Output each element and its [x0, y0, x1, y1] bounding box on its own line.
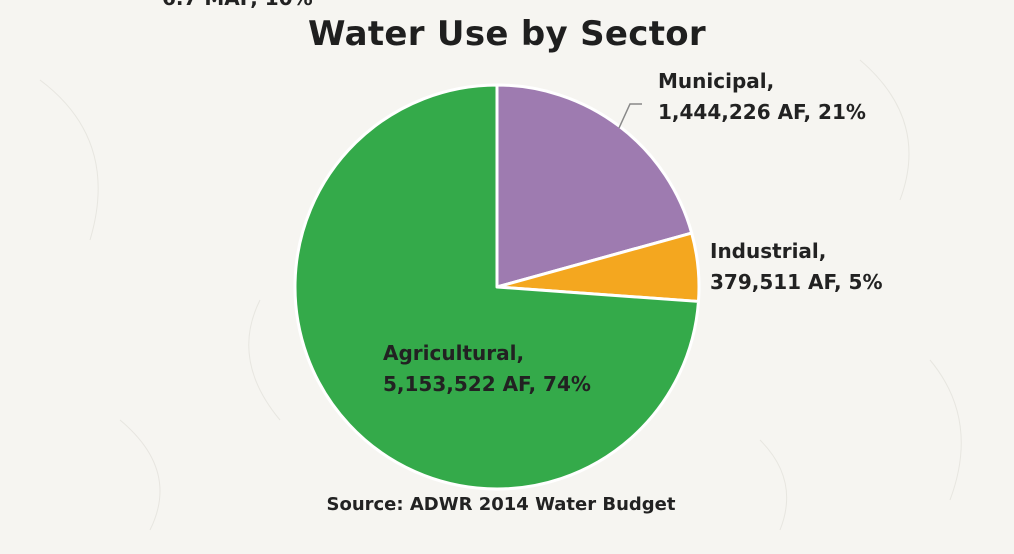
chart-title: Water Use by Sector [307, 14, 706, 54]
agricultural-label-name: Agricultural, [383, 341, 525, 365]
municipal-slice-label: Municipal, 1,444,226 AF, 21% [658, 66, 866, 128]
municipal-label-name: Municipal, [658, 69, 775, 93]
agricultural-label-value: 5,153,522 AF, 74% [383, 372, 591, 396]
agricultural-slice-label: Agricultural, 5,153,522 AF, 74% [383, 338, 591, 400]
agricultural-slice [293, 83, 700, 491]
industrial-label-value: 379,511 AF, 5% [710, 270, 883, 294]
cut-off-previous-label: 6.7 MAF, 10% [162, 0, 313, 10]
industrial-label-name: Industrial, [710, 239, 827, 263]
municipal-leader-line [618, 103, 642, 129]
industrial-slice-label: Industrial, 379,511 AF, 5% [710, 236, 883, 298]
pie-slices [293, 83, 701, 491]
source-note: Source: ADWR 2014 Water Budget [326, 494, 676, 515]
municipal-label-value: 1,444,226 AF, 21% [658, 100, 866, 124]
